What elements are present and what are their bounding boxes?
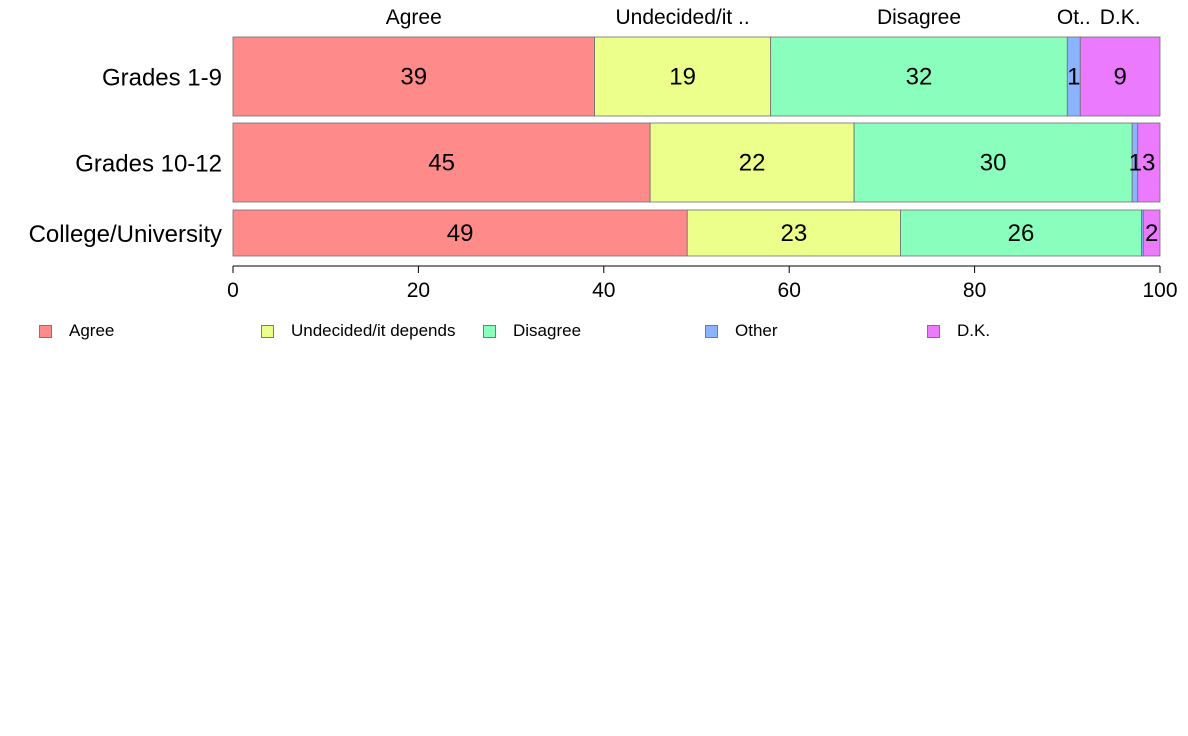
legend-item: D.K. bbox=[927, 320, 990, 342]
bar-segment bbox=[900, 209, 1142, 257]
legend-swatch bbox=[39, 324, 52, 338]
stacked-bar-chart: Agree Undecided/it .. Disagree Ot.. D.K. Gra… bbox=[29, 6, 1178, 300]
bar-segment bbox=[1142, 209, 1161, 257]
legend-label: Other bbox=[735, 321, 778, 340]
bar-segment bbox=[232, 122, 651, 203]
bar-value-label: 2 bbox=[1145, 220, 1158, 247]
bar-value-label: 19 bbox=[669, 64, 696, 91]
bar-value-label: 49 bbox=[447, 220, 474, 247]
series-top-label: Ot.. bbox=[1057, 6, 1091, 29]
bar-segment bbox=[232, 36, 595, 117]
legend-label: Undecided/it depends bbox=[291, 321, 456, 340]
bar-segment bbox=[686, 209, 901, 257]
bar-value-label: 22 bbox=[739, 150, 766, 177]
legend-item: Other bbox=[705, 320, 778, 342]
bar-segment bbox=[1079, 36, 1161, 117]
bar-segment bbox=[232, 209, 688, 257]
bar-segment bbox=[649, 122, 855, 203]
bar-value-label: 1 bbox=[1067, 64, 1080, 91]
series-top-label: Agree bbox=[386, 6, 442, 29]
bar-segment bbox=[1137, 122, 1161, 203]
bar-value-label: 23 bbox=[780, 220, 807, 247]
category-labels: Grades 1-9 Grades 10-12 College/University bbox=[29, 65, 222, 249]
legend-swatch bbox=[483, 324, 496, 338]
bar-value-label: 26 bbox=[1008, 220, 1035, 247]
series-top-label: Undecided/it .. bbox=[615, 6, 749, 29]
category-label: College/University bbox=[29, 221, 222, 248]
series-top-label: D.K. bbox=[1100, 6, 1141, 29]
bar-value-label: 32 bbox=[906, 64, 933, 91]
x-tick-label: 40 bbox=[592, 279, 615, 300]
legend-swatch bbox=[261, 324, 274, 338]
category-label: Grades 1-9 bbox=[102, 65, 222, 92]
x-axis: 0 20 40 60 80 100 bbox=[227, 265, 1178, 300]
annotation-label: 13 bbox=[1129, 150, 1156, 177]
bar-value-label: 45 bbox=[428, 150, 455, 177]
bar-value-label: 30 bbox=[980, 150, 1007, 177]
legend-label: Agree bbox=[69, 321, 115, 340]
bar-value-label: 9 bbox=[1113, 64, 1126, 91]
legend-label: Disagree bbox=[513, 321, 582, 340]
bar-segment bbox=[594, 36, 772, 117]
bars bbox=[232, 36, 1161, 257]
legend: Agree Undecided/it depends Disagree Other D.… bbox=[0, 320, 1188, 342]
bar-segment bbox=[853, 122, 1133, 203]
series-top-labels: Agree Undecided/it .. Disagree Ot.. D.K. bbox=[386, 6, 1141, 29]
bar-value-label: 39 bbox=[400, 64, 427, 91]
legend-item: Disagree bbox=[483, 320, 581, 342]
x-tick-label: 60 bbox=[778, 279, 801, 300]
legend-swatch bbox=[705, 324, 718, 338]
bar-segment bbox=[770, 36, 1068, 117]
series-top-label: Disagree bbox=[877, 6, 961, 29]
x-tick-label: 0 bbox=[227, 279, 239, 300]
legend-item: Agree bbox=[39, 320, 114, 342]
x-tick-label: 100 bbox=[1142, 279, 1177, 300]
category-label: Grades 10-12 bbox=[75, 151, 222, 178]
x-tick-label: 20 bbox=[407, 279, 430, 300]
legend-item: Undecided/it depends bbox=[261, 320, 455, 342]
x-tick-label: 80 bbox=[963, 279, 986, 300]
legend-swatch bbox=[927, 324, 940, 338]
legend-label: D.K. bbox=[957, 321, 991, 340]
